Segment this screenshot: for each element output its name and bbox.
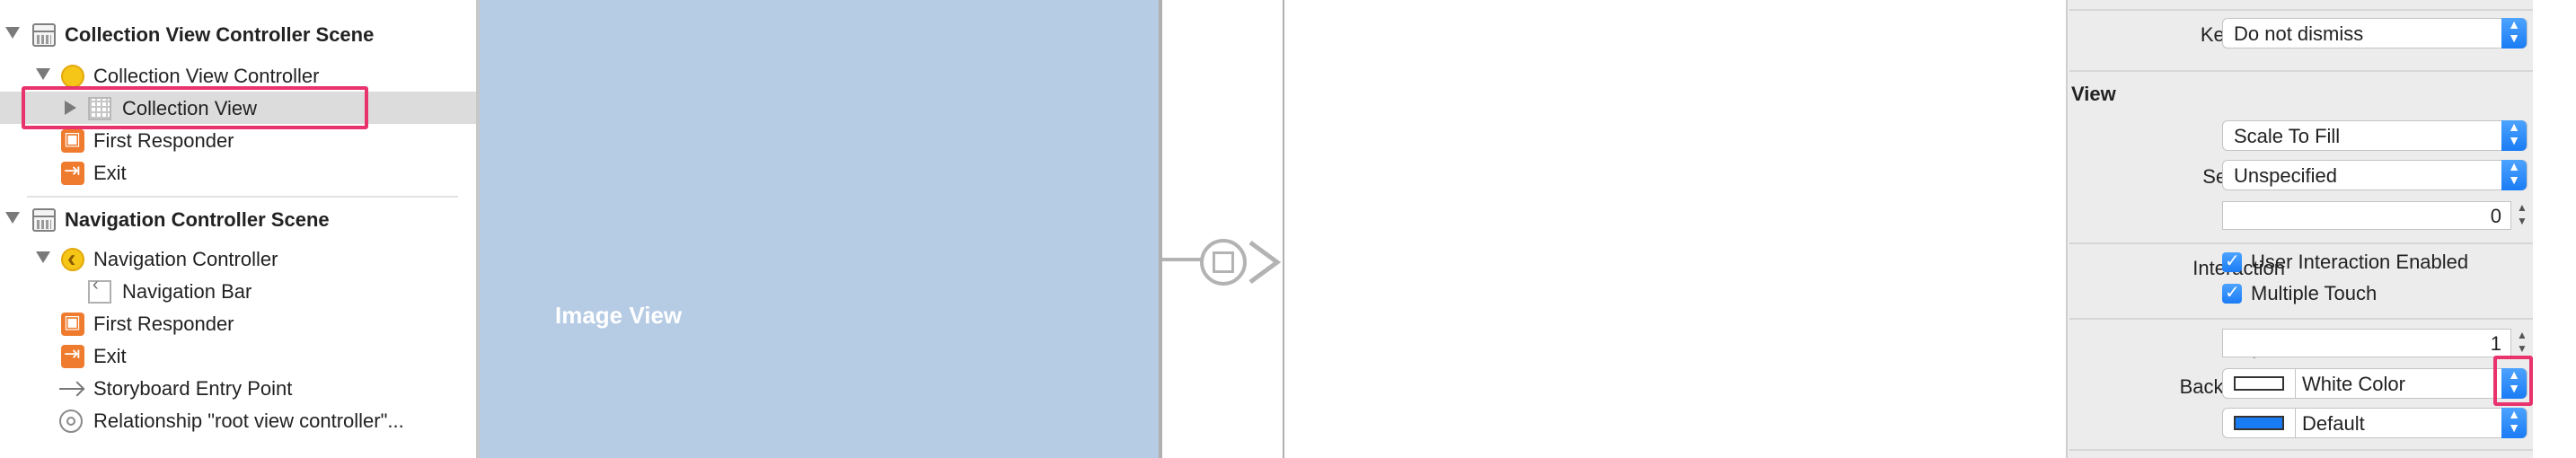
popup-arrows-icon[interactable]: ▲ ▼ — [2501, 368, 2527, 399]
disclosure-triangle-icon[interactable] — [65, 101, 76, 115]
popup-divider — [2295, 369, 2296, 398]
image-view[interactable]: Image View — [480, 0, 1159, 458]
tint-color-swatch[interactable] — [2234, 416, 2284, 430]
scene-border — [476, 0, 480, 458]
outline-row-navigation-controller-scene[interactable]: Navigation Controller Scene — [0, 203, 476, 235]
outline-separator — [27, 196, 458, 198]
outline-row-first-responder[interactable]: First Responder — [0, 124, 476, 156]
tag-stepper[interactable]: ▲ ▼ — [2517, 201, 2527, 227]
tag-value: 0 — [2490, 205, 2501, 227]
outline-label: Relationship "root view controller"... — [93, 410, 404, 432]
outline-label: Navigation Controller Scene — [65, 208, 330, 231]
outline-row-collection-view-controller-scene[interactable]: Collection View Controller Scene — [0, 18, 476, 50]
first-responder-icon — [61, 128, 84, 153]
outline-row-storyboard-entry-point[interactable]: Storyboard Entry Point — [0, 372, 476, 404]
background-color-popup[interactable]: White Color ▲ ▼ — [2222, 368, 2527, 399]
document-outline: Collection View Controller Scene Collect… — [0, 0, 476, 458]
mode-popup[interactable]: Scale To Fill ▲ ▼ — [2222, 120, 2527, 151]
disclosure-triangle-icon[interactable] — [36, 68, 50, 80]
tag-field[interactable]: 0 — [2222, 201, 2511, 230]
scene-icon — [32, 208, 56, 232]
section-separator — [2069, 9, 2533, 11]
multiple-touch-label: Multiple Touch — [2251, 282, 2378, 304]
alpha-field[interactable]: 1 — [2222, 329, 2511, 357]
alpha-stepper[interactable]: ▲ ▼ — [2517, 329, 2527, 355]
inspector-edge — [2533, 0, 2576, 458]
outline-row-collection-view[interactable]: Collection View — [0, 92, 476, 124]
image-view-label: Image View — [555, 302, 683, 329]
semantic-popup[interactable]: Unspecified ▲ ▼ — [2222, 160, 2527, 190]
outline-label: Collection View Controller — [93, 65, 320, 87]
disclosure-triangle-icon[interactable] — [5, 212, 20, 224]
highlight-box — [22, 86, 368, 129]
outline-label: Exit — [93, 162, 127, 184]
popup-arrows-icon: ▲ ▼ — [2501, 18, 2527, 48]
section-separator — [2069, 242, 2533, 244]
user-interaction-checkbox[interactable] — [2222, 250, 2242, 272]
navigation-controller-icon — [61, 244, 84, 273]
popup-divider — [2295, 409, 2296, 437]
section-separator — [2069, 318, 2533, 320]
first-responder-icon — [61, 311, 84, 336]
mode-value: Scale To Fill — [2234, 125, 2341, 147]
outline-label: Collection View — [122, 97, 258, 119]
outline-row-navigation-bar[interactable]: Navigation Bar — [0, 275, 476, 307]
outline-row-relationship[interactable]: Relationship "root view controller"... — [0, 404, 476, 436]
scene-border — [1159, 0, 1162, 458]
outline-label: Exit — [93, 345, 127, 367]
collection-view-icon — [88, 97, 111, 120]
relationship-segue-icon — [59, 410, 83, 433]
outline-label: Storyboard Entry Point — [93, 377, 293, 400]
disclosure-triangle-icon[interactable] — [36, 251, 50, 263]
popup-arrows-icon: ▲ ▼ — [2501, 160, 2527, 190]
relationship-segue-icon[interactable] — [1200, 239, 1247, 286]
scene-border — [1283, 0, 1284, 458]
popup-arrows-icon: ▲ ▼ — [2501, 120, 2527, 151]
outline-row-exit-2[interactable]: Exit — [0, 339, 476, 372]
outline-label: Navigation Bar — [122, 280, 252, 303]
disclosure-triangle-icon[interactable] — [5, 27, 20, 39]
highlight-box — [2493, 356, 2533, 406]
outline-label: First Responder — [93, 129, 234, 152]
arrow-right-icon — [59, 377, 83, 401]
outline-label: Navigation Controller — [93, 248, 278, 270]
keyboard-popup[interactable]: Do not dismiss ▲ ▼ — [2222, 18, 2527, 48]
view-section-title: View — [2071, 83, 2116, 105]
tint-value: Default — [2302, 412, 2365, 435]
section-separator — [2069, 70, 2533, 72]
outline-label: First Responder — [93, 313, 234, 335]
alpha-value: 1 — [2490, 332, 2501, 355]
keyboard-value: Do not dismiss — [2234, 22, 2364, 45]
outline-row-exit[interactable]: Exit — [0, 156, 476, 189]
popup-arrows-icon: ▲ ▼ — [2501, 408, 2527, 438]
user-interaction-label: User Interaction Enabled — [2251, 251, 2469, 273]
outline-label: Collection View Controller Scene — [65, 23, 375, 46]
view-controller-icon — [61, 65, 84, 88]
semantic-value: Unspecified — [2234, 164, 2337, 187]
segue-arrowhead-icon — [1248, 240, 1282, 285]
segue-line[interactable] — [1162, 258, 1213, 261]
scene-icon — [32, 23, 56, 47]
background-value: White Color — [2302, 373, 2405, 395]
outline-row-first-responder-2[interactable]: First Responder — [0, 307, 476, 339]
outline-row-navigation-controller[interactable]: Navigation Controller — [0, 242, 476, 275]
multiple-touch-checkbox[interactable] — [2222, 281, 2242, 304]
exit-icon — [61, 159, 84, 185]
section-separator — [2069, 449, 2533, 451]
tint-color-popup[interactable]: Default ▲ ▼ — [2222, 408, 2527, 438]
background-color-swatch[interactable] — [2234, 376, 2284, 391]
navigation-bar-icon — [88, 275, 111, 304]
exit-icon — [61, 342, 84, 368]
